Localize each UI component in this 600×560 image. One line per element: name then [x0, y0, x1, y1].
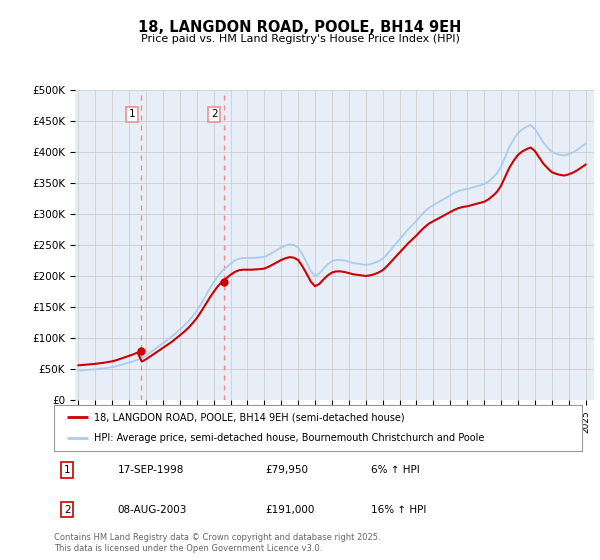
Text: Contains HM Land Registry data © Crown copyright and database right 2025.
This d: Contains HM Land Registry data © Crown c…	[54, 533, 380, 553]
Text: 17-SEP-1998: 17-SEP-1998	[118, 465, 184, 475]
Text: Price paid vs. HM Land Registry's House Price Index (HPI): Price paid vs. HM Land Registry's House …	[140, 34, 460, 44]
Text: 1: 1	[128, 109, 135, 119]
Text: 16% ↑ HPI: 16% ↑ HPI	[371, 505, 426, 515]
Text: 08-AUG-2003: 08-AUG-2003	[118, 505, 187, 515]
Text: 1: 1	[64, 465, 71, 475]
Text: 18, LANGDON ROAD, POOLE, BH14 9EH (semi-detached house): 18, LANGDON ROAD, POOLE, BH14 9EH (semi-…	[94, 412, 404, 422]
Text: 6% ↑ HPI: 6% ↑ HPI	[371, 465, 419, 475]
Text: 2: 2	[211, 109, 218, 119]
Text: 18, LANGDON ROAD, POOLE, BH14 9EH: 18, LANGDON ROAD, POOLE, BH14 9EH	[139, 20, 461, 35]
Text: £79,950: £79,950	[265, 465, 308, 475]
Text: HPI: Average price, semi-detached house, Bournemouth Christchurch and Poole: HPI: Average price, semi-detached house,…	[94, 433, 484, 444]
Text: £191,000: £191,000	[265, 505, 314, 515]
Text: 2: 2	[64, 505, 71, 515]
